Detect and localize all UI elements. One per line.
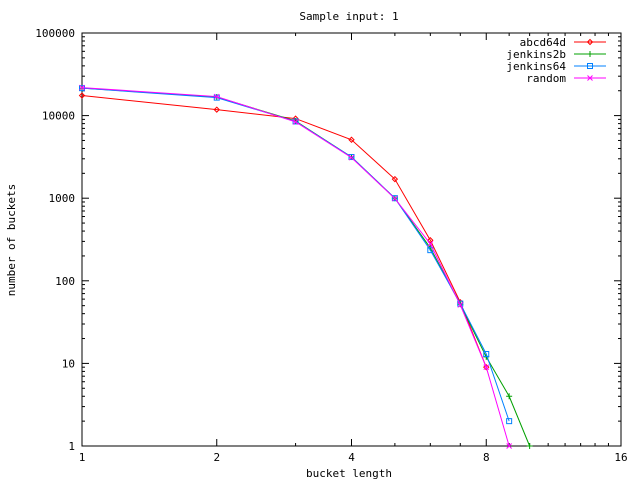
x-tick-label: 4 [348, 451, 355, 464]
series-line-abcd64d [81, 95, 487, 368]
data-point-random [213, 93, 220, 100]
series-jenkins64 [79, 85, 513, 425]
data-point-jenkins64 [506, 418, 513, 425]
legend-marker-random [587, 75, 593, 81]
data-point-random [292, 119, 299, 125]
x-tick-label: 8 [483, 451, 490, 464]
x-tick-label: 16 [614, 451, 627, 464]
chart-title: Sample input: 1 [299, 10, 398, 23]
legend-label-jenkins2b: jenkins2b [506, 48, 566, 61]
y-tick-label: 1 [68, 440, 75, 453]
series-line-jenkins2b [81, 87, 531, 447]
data-point-jenkins64 [348, 154, 355, 161]
x-axis-label: bucket length [306, 467, 392, 480]
y-tick-label: 10000 [42, 110, 75, 123]
plot-frame [81, 32, 622, 447]
data-point-jenkins2b [526, 443, 533, 449]
data-point-random [457, 302, 464, 308]
series-layer [78, 84, 533, 449]
y-tick-label: 1000 [49, 192, 76, 205]
data-point-jenkins64 [483, 350, 490, 357]
data-point-random [483, 364, 490, 371]
data-point-abcd64d [391, 175, 399, 183]
data-point-jenkins64 [391, 195, 398, 202]
x-tick-label: 1 [79, 451, 86, 464]
legend-marker-abcd64d [586, 38, 594, 46]
series-random [79, 84, 513, 449]
data-point-random [392, 195, 398, 202]
data-point-random [427, 241, 434, 247]
legend-marker-jenkins64 [587, 63, 593, 69]
data-point-jenkins2b [506, 393, 513, 400]
y-tick-label: 10 [62, 357, 75, 370]
data-point-abcd64d [348, 136, 355, 143]
y-tick-label: 100000 [35, 27, 75, 40]
y-tick-label: 100 [55, 275, 75, 288]
series-line-jenkins64 [81, 87, 510, 422]
data-point-random [506, 443, 513, 449]
series-abcd64d [78, 92, 490, 371]
legend-label-jenkins64: jenkins64 [506, 60, 566, 73]
legend-label-random: random [526, 72, 566, 85]
data-point-jenkins64 [427, 247, 434, 254]
legend-label-abcd64d: abcd64d [520, 36, 566, 49]
data-point-abcd64d [483, 363, 490, 371]
data-point-abcd64d [427, 237, 434, 244]
data-point-random [348, 154, 355, 161]
data-point-abcd64d [78, 92, 86, 99]
x-tick-label: 2 [213, 451, 220, 464]
series-line-random [81, 87, 510, 447]
series-jenkins2b [79, 85, 533, 449]
y-axis-label: number of buckets [5, 184, 18, 297]
axes-layer: 1 2 4 8 16 1 10 100 1000 10000 100000 [35, 27, 627, 464]
data-point-random [79, 84, 85, 91]
data-point-abcd64d [213, 106, 220, 113]
legend-marker-jenkins2b [587, 51, 593, 57]
